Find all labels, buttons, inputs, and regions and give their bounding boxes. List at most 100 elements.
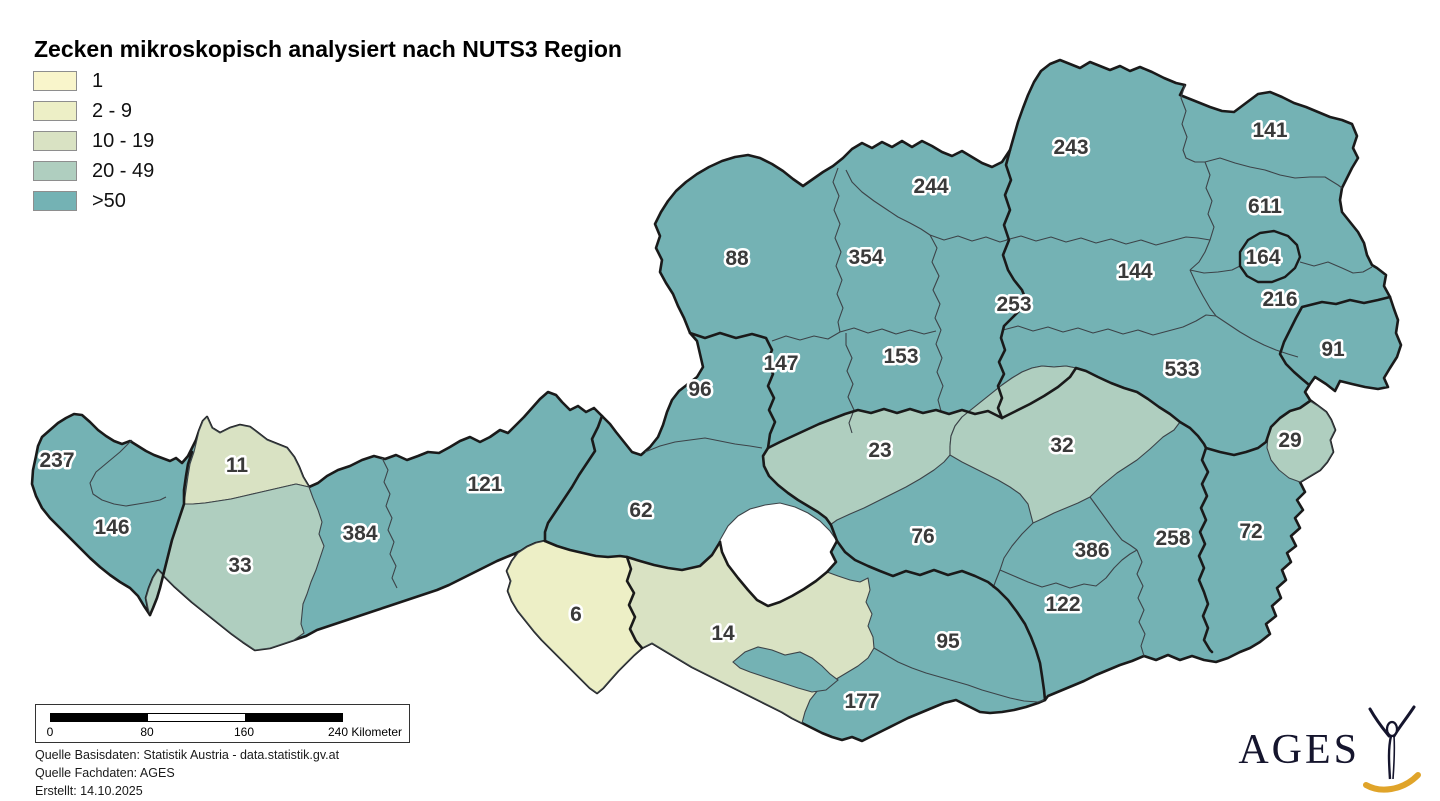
state-border xyxy=(761,446,839,543)
nuts3-border xyxy=(381,457,398,589)
state-border xyxy=(625,540,722,572)
legend-swatch xyxy=(33,191,77,211)
nuts3-border xyxy=(1180,84,1205,163)
nuts3-border xyxy=(1215,315,1299,358)
legend-label: 2 - 9 xyxy=(92,99,133,122)
state-border xyxy=(688,331,777,450)
region-label-386: 386 xyxy=(1074,539,1109,562)
region-label-29: 29 xyxy=(1278,429,1301,452)
page-title: Zecken mikroskopisch analysiert nach NUT… xyxy=(34,36,622,62)
state-border xyxy=(1278,295,1392,386)
ages-logo: AGES xyxy=(1238,705,1422,795)
scale-segment xyxy=(51,714,148,721)
legend-swatch xyxy=(33,161,77,181)
region-label-237: 237 xyxy=(39,449,74,472)
nuts3-border xyxy=(1189,265,1241,274)
region-label-33: 33 xyxy=(228,554,251,577)
nuts3-border xyxy=(832,167,844,333)
source-attribution: Quelle Basisdaten: Statistik Austria - d… xyxy=(35,746,339,800)
nuts3-border xyxy=(992,522,1034,589)
state-border xyxy=(835,539,1047,702)
region-label-91: 91 xyxy=(1321,338,1345,361)
nuts3-border xyxy=(845,333,855,434)
nuts3-border xyxy=(929,234,1008,243)
nuts3-border xyxy=(89,439,167,507)
region-label-533: 533 xyxy=(1164,358,1199,381)
state-border xyxy=(718,539,839,608)
region-label-384: 384 xyxy=(342,522,377,545)
state-border xyxy=(1000,366,1208,450)
legend-swatch xyxy=(33,101,77,121)
nuts3-border xyxy=(1299,261,1373,274)
region-label-147: 147 xyxy=(763,352,798,375)
source-line-fachdaten: Quelle Fachdaten: AGES xyxy=(35,766,175,780)
region-label-216: 216 xyxy=(1262,288,1297,311)
region-label-11: 11 xyxy=(226,454,249,477)
scale-segment xyxy=(245,714,342,721)
nuts3-border xyxy=(999,549,1138,589)
nuts3-border xyxy=(839,327,937,335)
nuts3-border xyxy=(1189,269,1217,317)
state-border xyxy=(996,148,1028,420)
scale-bar: 0 80 160 240 Kilometer xyxy=(35,704,410,743)
region-label-258: 258 xyxy=(1155,527,1190,550)
region-label-76: 76 xyxy=(911,525,934,548)
legend-item-0: 1 xyxy=(33,66,154,96)
nuts3-border xyxy=(644,437,763,453)
scale-tick-160: 160 xyxy=(233,725,255,739)
nuts3-border xyxy=(1136,549,1146,657)
region-label-153: 153 xyxy=(883,345,918,368)
region-label-177: 177 xyxy=(844,690,879,713)
map-legend: 1 2 - 9 10 - 19 20 - 49 >50 xyxy=(33,66,154,216)
region-label-122: 122 xyxy=(1045,593,1080,616)
region-label-88: 88 xyxy=(725,247,749,270)
region-label-62: 62 xyxy=(629,499,652,522)
region-label-96: 96 xyxy=(688,378,711,401)
region-label-32: 32 xyxy=(1050,434,1073,457)
region-label-141: 141 xyxy=(1252,119,1287,142)
region-label-23: 23 xyxy=(868,439,891,462)
region-label-72: 72 xyxy=(1239,520,1262,543)
legend-item-1: 2 - 9 xyxy=(33,96,154,126)
nuts3-border xyxy=(1089,496,1138,551)
region-label-611: 611 xyxy=(1248,195,1282,218)
scale-segment xyxy=(148,714,245,721)
region-shape-95-arm xyxy=(732,646,839,693)
state-border xyxy=(1197,446,1214,654)
region-label-121: 121 xyxy=(467,473,502,496)
region-label-95: 95 xyxy=(936,630,960,653)
region-label-14: 14 xyxy=(711,622,735,645)
ages-figure-icon xyxy=(1363,705,1421,793)
scale-bar-segments xyxy=(50,713,343,722)
source-line-erstellt: Erstellt: 14.10.2025 xyxy=(35,784,143,798)
region-label-146: 146 xyxy=(94,516,129,539)
state-border xyxy=(766,407,1004,450)
state-border xyxy=(1204,399,1312,457)
scale-unit-label: 240 Kilometer xyxy=(328,725,403,739)
region-shape-164 xyxy=(1238,229,1302,284)
scale-tick-80: 80 xyxy=(140,725,154,739)
state-border xyxy=(148,450,194,617)
state-border xyxy=(543,539,644,650)
nuts3-border xyxy=(873,647,1045,703)
legend-label: 10 - 19 xyxy=(92,129,155,152)
scale-tick-0: 0 xyxy=(46,725,54,739)
region-label-354: 354 xyxy=(848,246,883,269)
source-line-basisdaten: Quelle Basisdaten: Statistik Austria - d… xyxy=(35,748,340,762)
nuts3-border xyxy=(929,234,944,412)
nuts3-border xyxy=(845,169,931,236)
region-label-6: 6 xyxy=(570,603,582,626)
region-label-244: 244 xyxy=(913,175,948,198)
state-border xyxy=(543,414,604,543)
region-label-243: 243 xyxy=(1053,136,1088,159)
region-label-164: 164 xyxy=(1245,246,1280,269)
legend-item-3: 20 - 49 xyxy=(33,156,154,186)
nuts3-border xyxy=(1005,235,1211,246)
legend-swatch xyxy=(33,71,77,91)
legend-label: 20 - 49 xyxy=(92,159,155,182)
legend-label: >50 xyxy=(92,189,126,212)
nuts3-border xyxy=(1002,314,1217,336)
legend-label: 1 xyxy=(92,69,104,92)
